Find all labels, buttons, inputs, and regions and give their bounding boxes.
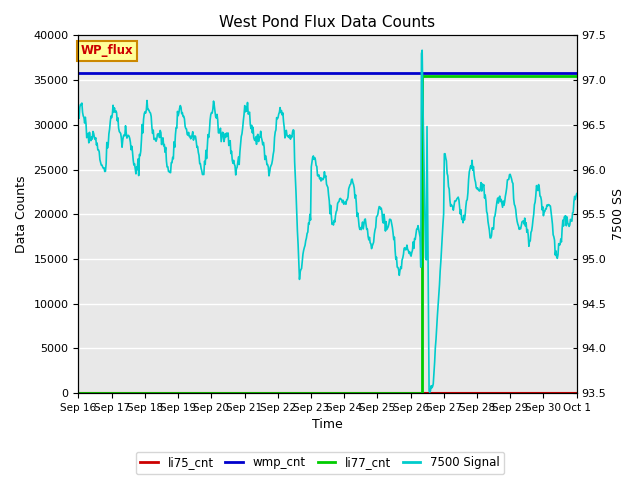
Legend: li75_cnt, wmp_cnt, li77_cnt, 7500 Signal: li75_cnt, wmp_cnt, li77_cnt, 7500 Signal bbox=[136, 452, 504, 474]
X-axis label: Time: Time bbox=[312, 419, 343, 432]
Text: WP_flux: WP_flux bbox=[81, 44, 134, 57]
Y-axis label: 7500 SS: 7500 SS bbox=[612, 188, 625, 240]
Title: West Pond Flux Data Counts: West Pond Flux Data Counts bbox=[220, 15, 436, 30]
Y-axis label: Data Counts: Data Counts bbox=[15, 176, 28, 253]
